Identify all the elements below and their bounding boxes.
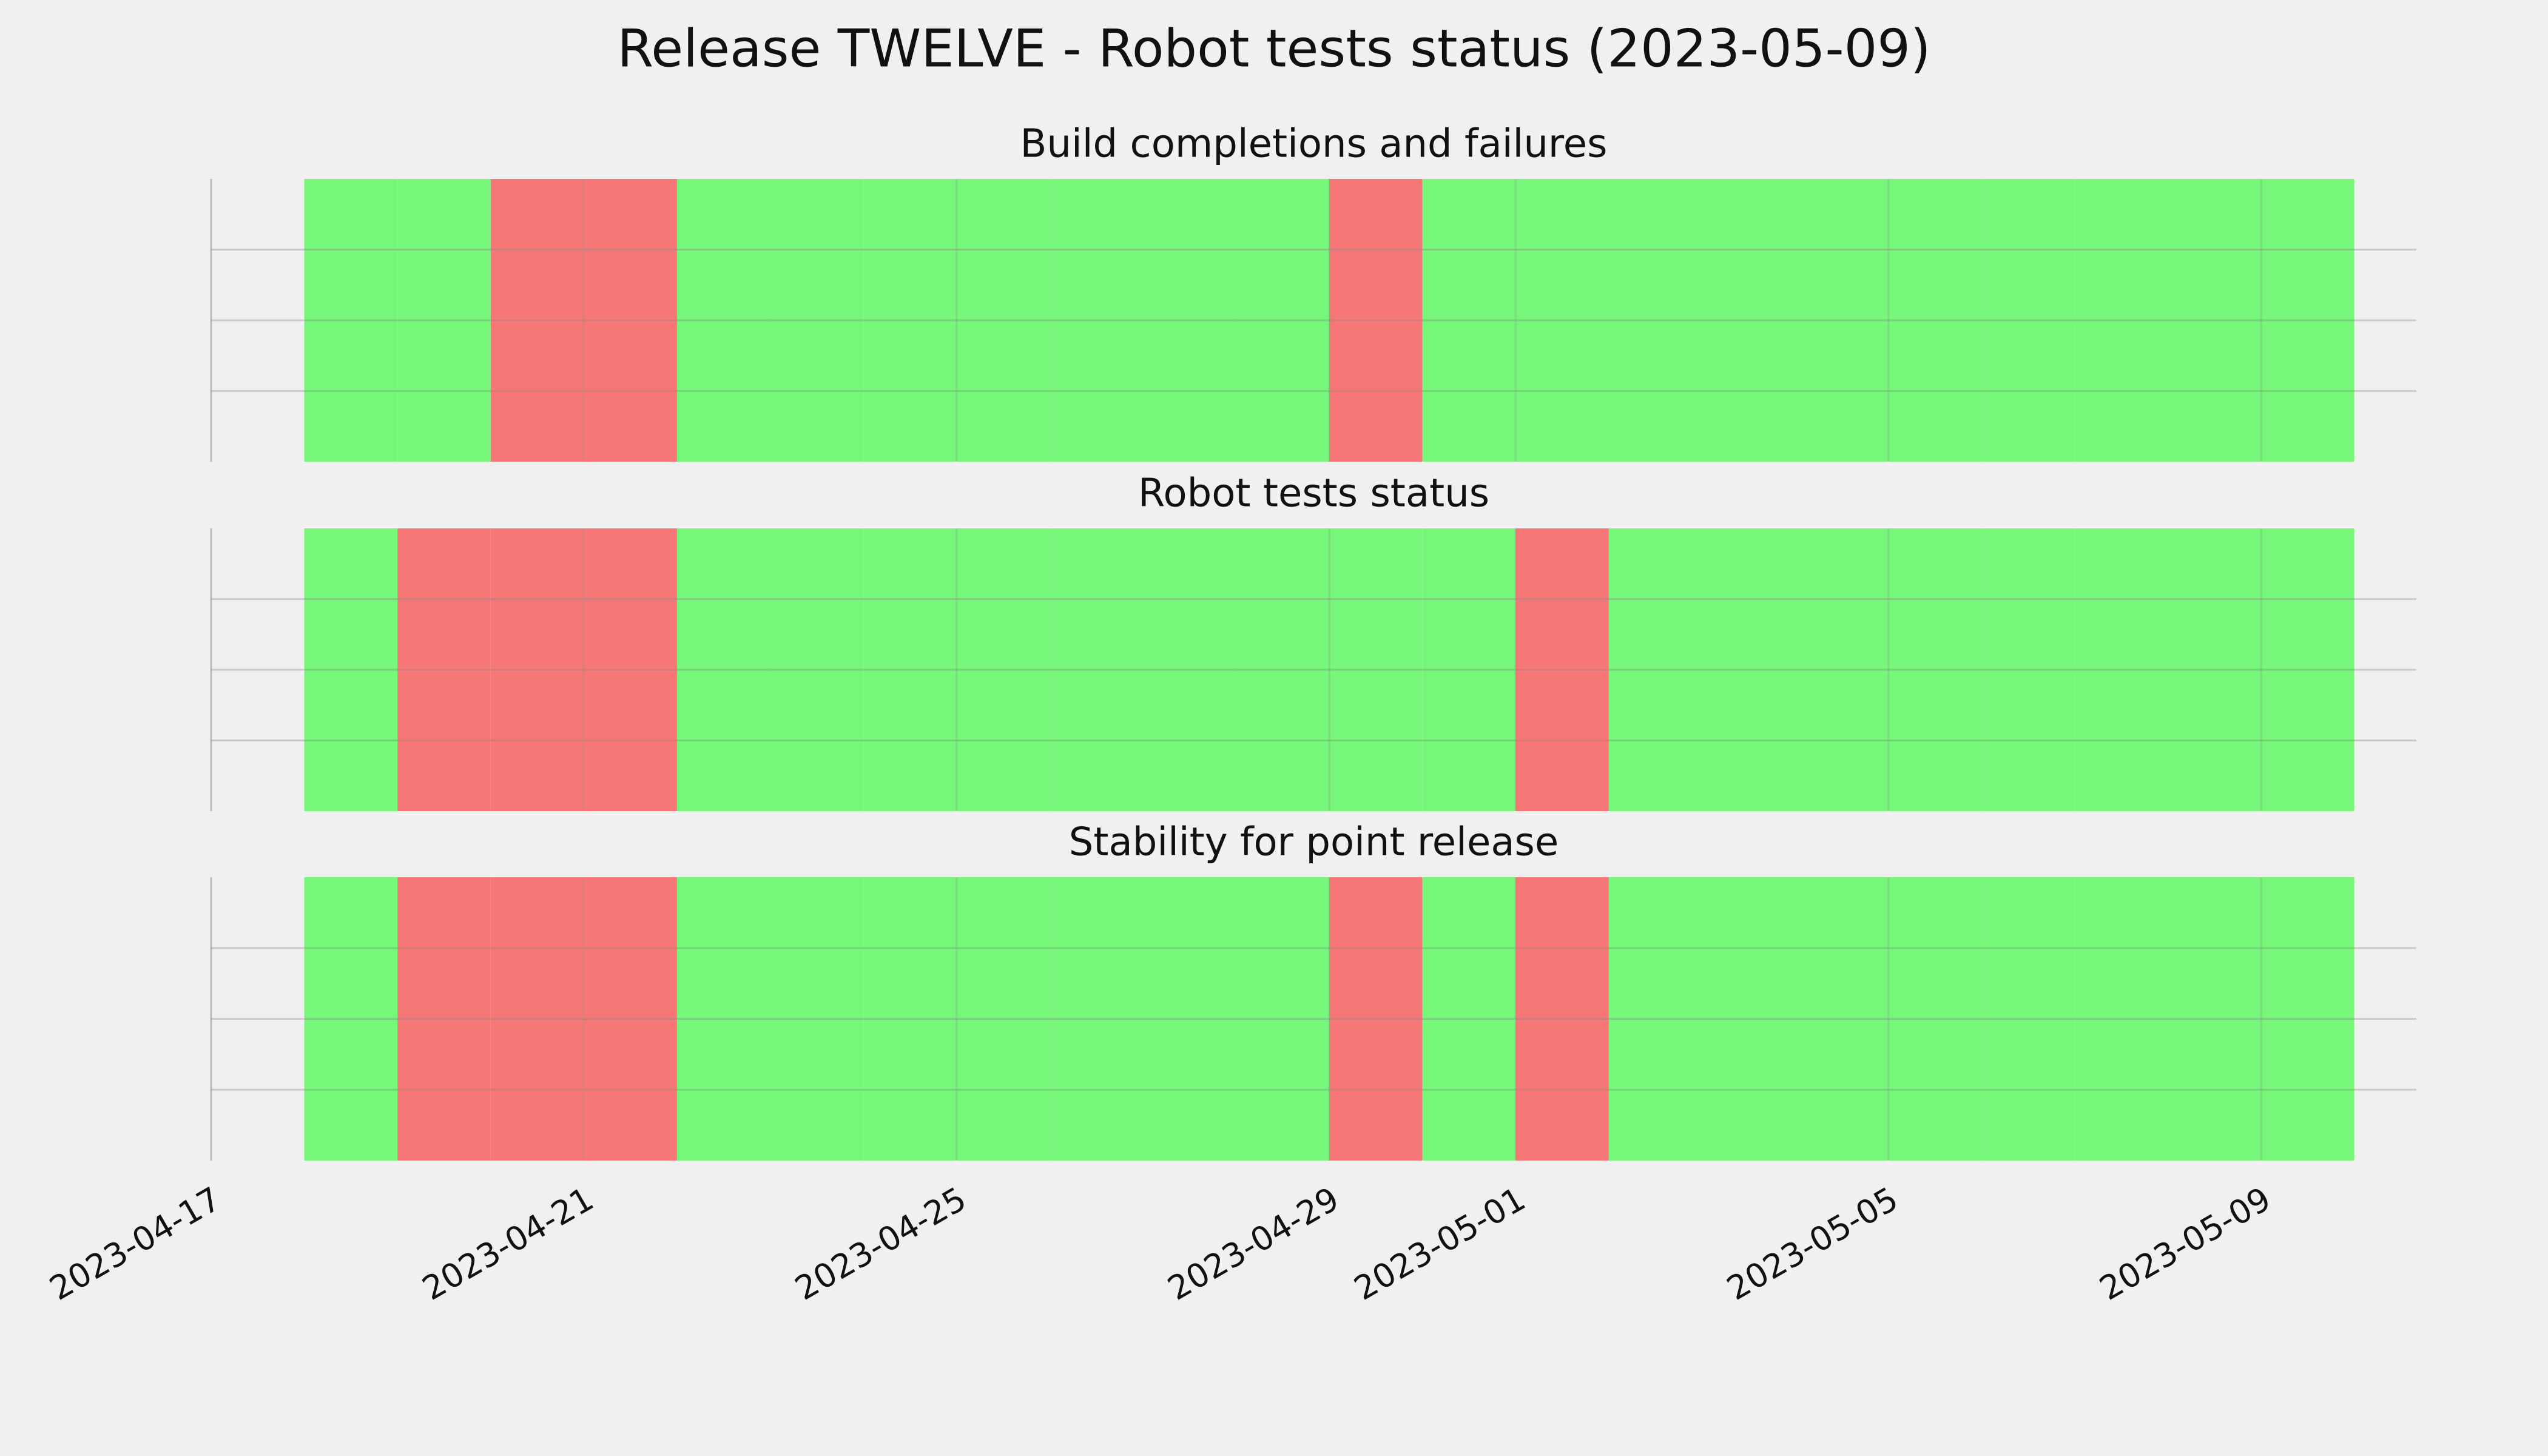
bar: [1702, 179, 1796, 462]
x-tick-label: 2023-05-01: [1347, 1179, 1531, 1307]
bar: [584, 528, 677, 811]
bar: [1050, 179, 1143, 462]
x-tick-label: 2023-04-29: [1161, 1179, 1345, 1307]
bar: [397, 528, 491, 811]
bar: [1236, 179, 1330, 462]
bar: [956, 179, 1050, 462]
bar: [1795, 528, 1889, 811]
bar: [1888, 528, 1982, 811]
bar: [863, 179, 957, 462]
x-tick-label: 2023-04-25: [789, 1179, 972, 1307]
bar: [863, 528, 957, 811]
subplot-title: Robot tests status: [1138, 471, 1489, 516]
bar: [1050, 528, 1143, 811]
bar: [770, 179, 864, 462]
bar: [2074, 877, 2168, 1161]
bar: [956, 877, 1050, 1161]
bar: [770, 877, 864, 1161]
bar: [1888, 179, 1982, 462]
bar: [304, 528, 398, 811]
bar: [1795, 877, 1889, 1161]
bar: [1981, 528, 2075, 811]
bar: [1142, 877, 1236, 1161]
subplot-title: Build completions and failures: [1020, 122, 1608, 167]
bar: [490, 877, 584, 1161]
bar: [1608, 528, 1702, 811]
bar: [1422, 179, 1516, 462]
bar: [1515, 179, 1609, 462]
bar: [584, 877, 677, 1161]
bar: [1702, 528, 1796, 811]
bar: [1981, 877, 2075, 1161]
bar: [1608, 877, 1702, 1161]
bar: [584, 179, 677, 462]
bar: [1702, 877, 1796, 1161]
chart-title: Release TWELVE - Robot tests status (202…: [617, 18, 1930, 79]
bar: [1142, 179, 1236, 462]
bar: [490, 528, 584, 811]
bar: [1515, 877, 1609, 1161]
bar: [676, 179, 770, 462]
bar: [304, 877, 398, 1161]
bar: [863, 877, 957, 1161]
x-tick-label: 2023-04-17: [43, 1179, 227, 1307]
bar: [1142, 528, 1236, 811]
bar: [676, 528, 770, 811]
bar: [397, 877, 491, 1161]
bar: [1981, 179, 2075, 462]
bar: [1329, 877, 1423, 1161]
x-tick-label: 2023-05-09: [2093, 1179, 2277, 1307]
bar: [490, 179, 584, 462]
bar: [2261, 877, 2354, 1161]
bar: [2074, 179, 2168, 462]
bar: [2261, 528, 2354, 811]
subplot-title: Stability for point release: [1069, 820, 1559, 865]
bar: [1608, 179, 1702, 462]
bar: [2168, 179, 2262, 462]
bar: [2168, 877, 2262, 1161]
bar: [2074, 528, 2168, 811]
bar: [2168, 528, 2262, 811]
x-tick-label: 2023-04-21: [416, 1179, 600, 1307]
bar: [1795, 179, 1889, 462]
bar: [1515, 528, 1609, 811]
bar: [1329, 528, 1423, 811]
bar: [1329, 179, 1423, 462]
bar: [1422, 877, 1516, 1161]
bar: [1422, 528, 1516, 811]
bar: [956, 528, 1050, 811]
bar: [397, 179, 491, 462]
bar: [1236, 877, 1330, 1161]
bar: [676, 877, 770, 1161]
bar: [1050, 877, 1143, 1161]
bar: [1236, 528, 1330, 811]
bar: [1888, 877, 1982, 1161]
x-tick-label: 2023-05-05: [1721, 1179, 1904, 1307]
bar: [304, 179, 398, 462]
bar: [770, 528, 864, 811]
bar: [2261, 179, 2354, 462]
